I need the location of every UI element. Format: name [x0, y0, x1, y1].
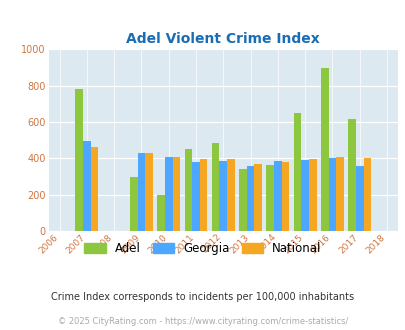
Title: Adel Violent Crime Index: Adel Violent Crime Index [126, 32, 320, 46]
Bar [172, 157, 180, 231]
Bar [75, 89, 83, 231]
Bar [335, 157, 343, 231]
Bar [273, 161, 281, 231]
Bar [219, 161, 226, 231]
Bar [90, 147, 98, 231]
Bar [254, 164, 261, 231]
Bar [157, 195, 164, 231]
Bar [293, 113, 301, 231]
Bar [184, 149, 192, 231]
Bar [308, 159, 316, 231]
Bar [239, 169, 246, 231]
Text: Crime Index corresponds to incidents per 100,000 inhabitants: Crime Index corresponds to incidents per… [51, 292, 354, 302]
Bar [266, 165, 273, 231]
Bar [83, 141, 90, 231]
Bar [246, 166, 254, 231]
Text: © 2025 CityRating.com - https://www.cityrating.com/crime-statistics/: © 2025 CityRating.com - https://www.city… [58, 317, 347, 326]
Bar [281, 162, 289, 231]
Legend: Adel, Georgia, National: Adel, Georgia, National [79, 237, 326, 260]
Bar [145, 153, 153, 231]
Bar [328, 158, 335, 231]
Bar [192, 162, 199, 231]
Bar [301, 160, 308, 231]
Bar [320, 68, 328, 231]
Bar [199, 159, 207, 231]
Bar [164, 157, 172, 231]
Bar [211, 143, 219, 231]
Bar [362, 158, 370, 231]
Bar [137, 153, 145, 231]
Bar [347, 119, 355, 231]
Bar [355, 166, 362, 231]
Bar [130, 177, 137, 231]
Bar [226, 159, 234, 231]
